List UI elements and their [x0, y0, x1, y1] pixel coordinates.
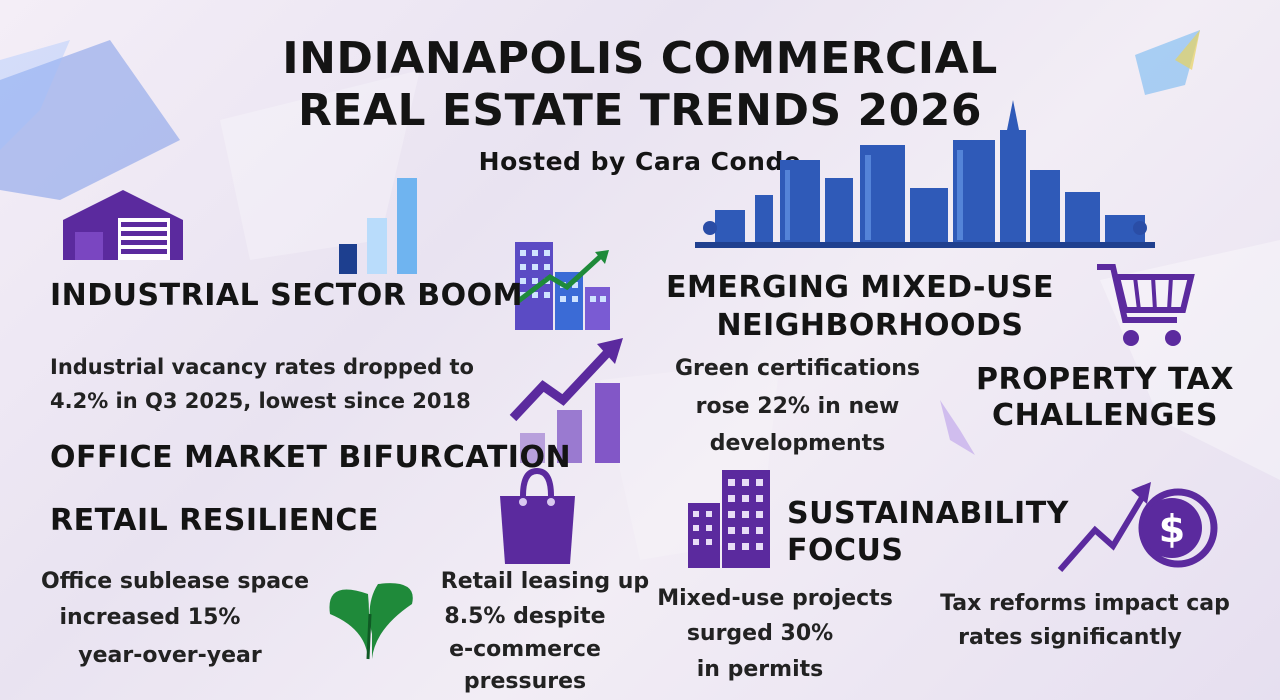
- shopping-cart-icon: [1097, 264, 1195, 346]
- industrial-heading: INDUSTRIAL SECTOR BOOM: [50, 278, 523, 313]
- office-text-line1: Office sublease space: [41, 569, 309, 594]
- retail-text-line4: pressures: [463, 669, 587, 694]
- trend-arrow-icon: [509, 338, 623, 463]
- retail-text-line3: e-commerce: [449, 637, 601, 662]
- office-heading: OFFICE MARKET BIFURCATION: [50, 440, 572, 475]
- city-growth-icon: [515, 242, 610, 330]
- mixed-use-heading-line2: NEIGHBORHOODS: [716, 308, 1024, 343]
- industrial-text-line2: 4.2% in Q3 2025, lowest since 2018: [50, 389, 471, 413]
- property-tax-text-line1: Tax reforms impact cap: [940, 591, 1230, 616]
- dollar-coin-icon: $: [1057, 482, 1218, 572]
- industrial-text-line1: Industrial vacancy rates dropped to: [50, 355, 474, 379]
- mixed-use-text-line3: in permits: [696, 657, 824, 682]
- retail-text-line1: Retail leasing up: [440, 569, 650, 594]
- page-title-line1: INDIANAPOLIS COMMERCIAL: [282, 33, 998, 84]
- bar-chart-icon: [339, 178, 417, 274]
- mixed-use-text-line2: surged 30%: [686, 621, 834, 646]
- page-title-line2: REAL ESTATE TRENDS 2026: [298, 85, 982, 136]
- sustainability-heading-line2: FOCUS: [787, 533, 904, 568]
- property-tax-heading-line1: PROPERTY TAX: [976, 362, 1234, 397]
- retail-heading: RETAIL RESILIENCE: [50, 503, 379, 538]
- office-text-line2: increased 15%: [59, 605, 241, 630]
- shopping-bag-icon: [500, 467, 575, 564]
- sustainability-heading-line1: SUSTAINABILITY: [787, 496, 1069, 531]
- property-tax-heading-line2: CHALLENGES: [992, 398, 1218, 433]
- city-skyline: [695, 100, 1155, 248]
- office-text-line3: year-over-year: [78, 643, 262, 668]
- property-tax-text-line2: rates significantly: [958, 625, 1182, 650]
- leaf-icon: [329, 583, 413, 660]
- mixed-use-heading-line1: EMERGING MIXED-USE: [666, 270, 1054, 305]
- warehouse-icon: [63, 190, 183, 260]
- mixed-use-text-line1: Mixed-use projects: [657, 586, 893, 611]
- retail-text-line2: 8.5% despite: [444, 604, 606, 629]
- page-subtitle: Hosted by Cara Conde: [478, 147, 802, 176]
- sustainability-text-line3: developments: [709, 431, 886, 456]
- svg-text:$: $: [1159, 507, 1185, 551]
- sustainability-text-line1: Green certifications: [674, 356, 921, 381]
- office-building-icon: [688, 470, 770, 568]
- sustainability-text-line2: rose 22% in new: [695, 394, 900, 419]
